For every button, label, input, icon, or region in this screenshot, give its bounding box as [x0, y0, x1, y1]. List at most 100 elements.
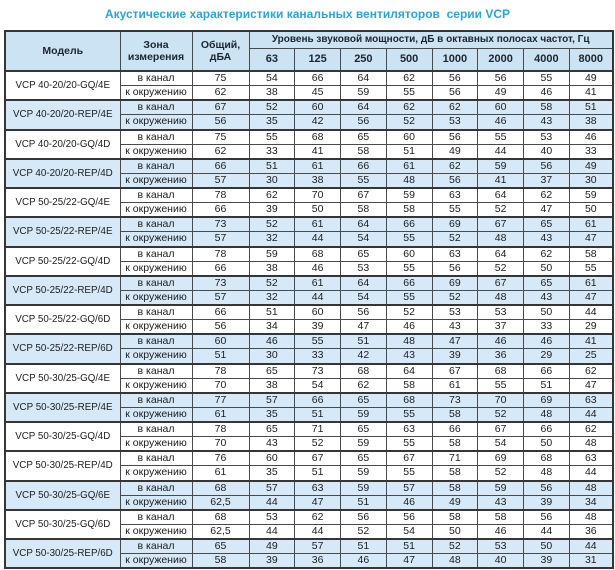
band-level-cell: 68 — [523, 450, 570, 467]
band-level-cell: 25 — [568, 348, 614, 364]
band-level-cell: 50 — [568, 202, 614, 218]
total-dba-cell: 70 — [191, 377, 250, 394]
model-cell: VCP 50-30/25-REP/6D — [4, 537, 121, 569]
band-level-cell: 61 — [568, 274, 614, 291]
band-level-cell: 53 — [340, 260, 387, 277]
table-row: VCP 40-20/20-REP/4E в канал 67 52 60 64 62 62 60… — [4, 99, 614, 131]
column-header-frequency-63: 63 — [248, 47, 296, 72]
band-level-cell: 33 — [568, 143, 614, 160]
zone-cell: к окружению — [119, 85, 193, 101]
band-level-cell: 67 — [431, 362, 479, 379]
total-dba-cell: 78 — [191, 421, 250, 438]
band-level-cell: 50 — [523, 436, 570, 452]
band-level-cell: 43 — [248, 436, 296, 452]
band-level-cell: 38 — [568, 114, 614, 130]
band-level-cell: 65 — [340, 450, 387, 467]
band-level-cell: 40 — [477, 553, 524, 569]
total-dba-cell: 61 — [191, 465, 250, 481]
band-level-cell: 62 — [523, 245, 570, 262]
band-level-cell: 67 — [477, 421, 524, 438]
band-level-cell: 51 — [248, 304, 296, 321]
band-level-cell: 70 — [294, 187, 341, 204]
model-cell: VCP 50-30/25-REP/4D — [4, 450, 121, 482]
table-row: VCP 50-25/22-GQ/6D в канал 66 51 60 56 52 53 53 5… — [4, 303, 614, 335]
band-level-cell: 35 — [248, 465, 296, 481]
band-level-cell: 66 — [294, 391, 341, 408]
band-level-cell: 43 — [523, 289, 570, 306]
band-level-cell: 52 — [477, 260, 524, 277]
band-level-cell: 58 — [340, 202, 387, 218]
band-level-cell: 51 — [294, 406, 341, 423]
band-level-cell: 59 — [340, 465, 387, 481]
zone-cell: к окружению — [119, 114, 193, 130]
band-level-cell: 59 — [477, 157, 524, 174]
column-header-frequency-4000: 4000 — [523, 47, 570, 72]
band-level-cell: 62 — [431, 157, 479, 174]
band-level-cell: 53 — [248, 508, 296, 525]
column-header-frequency-250: 250 — [340, 47, 387, 72]
band-level-cell: 44 — [568, 538, 614, 555]
band-level-cell: 44 — [248, 494, 296, 511]
total-dba-cell: 67 — [191, 99, 250, 116]
total-dba-cell: 70 — [191, 436, 250, 452]
total-dba-cell: 77 — [191, 391, 250, 408]
band-level-cell: 47 — [568, 231, 614, 247]
band-level-cell: 56 — [340, 304, 387, 321]
band-level-cell: 43 — [431, 319, 479, 335]
zone-cell: к окружению — [119, 202, 193, 218]
zone-cell: к окружению — [119, 406, 193, 423]
model-cell: VCP 50-30/25-GQ/6D — [4, 508, 121, 540]
band-level-cell: 56 — [340, 114, 387, 130]
band-level-cell: 53 — [523, 128, 570, 145]
zone-cell: в канал — [119, 157, 193, 174]
total-dba-cell: 68 — [191, 508, 250, 525]
band-level-cell: 54 — [340, 289, 387, 306]
band-level-cell: 58 — [385, 202, 433, 218]
band-level-cell: 52 — [248, 274, 296, 291]
band-level-cell: 64 — [340, 99, 387, 116]
band-level-cell: 58 — [431, 479, 479, 496]
band-level-cell: 55 — [385, 260, 433, 277]
zone-cell: к окружению — [119, 172, 193, 189]
band-level-cell: 56 — [340, 508, 387, 525]
table-row: к окружению 66 38 46 53 55 56 52 50 55 — [5, 260, 614, 277]
band-level-cell: 48 — [385, 172, 433, 189]
band-level-cell: 55 — [568, 260, 614, 277]
band-level-cell: 30 — [248, 172, 296, 189]
total-dba-cell: 62,5 — [191, 523, 250, 540]
zone-cell: к окружению — [119, 143, 193, 160]
table-row: к окружению 62,5 44 44 52 54 50 46 44 36 — [5, 523, 614, 540]
total-dba-cell: 62,5 — [191, 494, 250, 511]
table-row: VCP 50-30/25-REP/4E в канал 77 57 66 65 68 73 70… — [4, 391, 614, 423]
band-level-cell: 39 — [523, 553, 570, 569]
band-level-cell: 54 — [294, 377, 341, 394]
band-level-cell: 73 — [294, 362, 341, 379]
band-level-cell: 44 — [294, 289, 341, 306]
model-cell: VCP 50-30/25-GQ/4E — [4, 362, 121, 394]
band-level-cell: 69 — [431, 274, 479, 291]
band-level-cell: 36 — [477, 348, 524, 364]
band-level-cell: 56 — [385, 508, 433, 525]
band-level-cell: 48 — [568, 436, 614, 452]
band-level-cell: 46 — [477, 523, 524, 540]
band-level-cell: 52 — [294, 436, 341, 452]
band-level-cell: 50 — [523, 260, 570, 277]
model-cell: VCP 50-25/22-REP/4D — [4, 274, 121, 306]
band-level-cell: 68 — [477, 362, 524, 379]
model-cell: VCP 50-25/22-GQ/4E — [4, 186, 121, 218]
band-level-cell: 60 — [385, 128, 433, 145]
table-row: VCP 50-25/22-GQ/4D в канал 78 59 68 65 60 63 64 6… — [4, 245, 614, 277]
band-level-cell: 46 — [340, 553, 387, 569]
band-level-cell: 68 — [294, 128, 341, 145]
band-level-cell: 55 — [385, 406, 433, 423]
total-dba-cell: 56 — [191, 114, 250, 130]
band-level-cell: 68 — [385, 391, 433, 408]
band-level-cell: 46 — [568, 128, 614, 145]
band-level-cell: 51 — [340, 538, 387, 555]
zone-cell: к окружению — [119, 231, 193, 247]
total-dba-cell: 78 — [191, 245, 250, 262]
zone-cell: в канал — [119, 245, 193, 262]
total-dba-cell: 61 — [191, 406, 250, 423]
band-level-cell: 58 — [431, 465, 479, 481]
band-level-cell: 49 — [477, 85, 524, 101]
